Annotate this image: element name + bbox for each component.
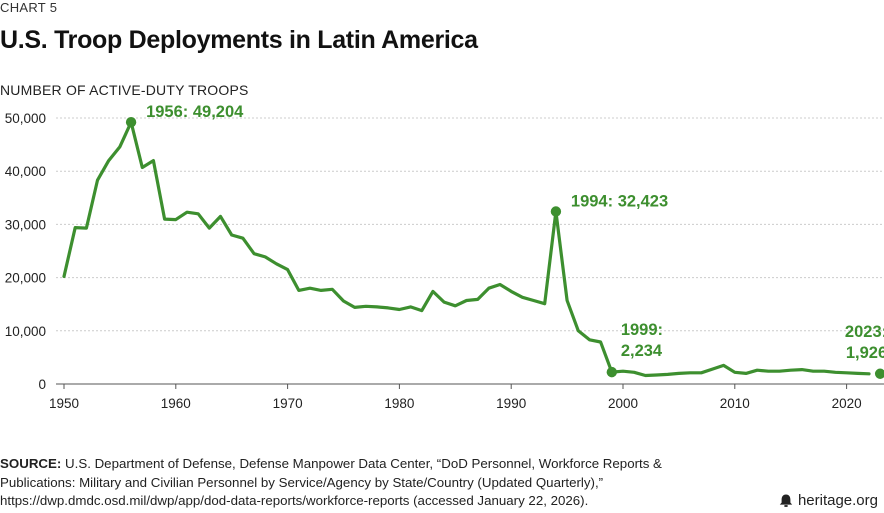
brand-text: heritage.org	[797, 492, 878, 509]
chart-title: U.S. Troop Deployments in Latin America	[0, 26, 478, 54]
line-chart: 0 10,000 20,000 30,000 40,000 50,000 1950 1960…	[5, 103, 884, 411]
x-tick-label: 2000	[608, 396, 638, 411]
x-tick-label: 2010	[720, 396, 750, 411]
series-line-troops	[62, 120, 871, 378]
x-tick-labels: 1950 1960 1970 1980 1990 2000 2010 2020	[49, 384, 862, 411]
x-tick-label: 1970	[273, 396, 303, 411]
annotation-label-2023: 2023: 1,926	[845, 323, 884, 362]
source-text: U.S. Department of Defense, Defense Manp…	[0, 456, 662, 508]
annotation-point-1956	[125, 117, 137, 128]
annotation-text: 1956: 49,204	[146, 103, 244, 121]
annotation-text: 2023:	[845, 323, 884, 341]
annotation-point-2023	[874, 368, 884, 379]
y-tick-label: 50,000	[5, 111, 46, 126]
annotation-text: 1999:	[621, 321, 663, 339]
annotation-label-1999: 1999: 2,234	[621, 321, 663, 360]
y-axis-label: NUMBER OF ACTIVE-DUTY TROOPS	[0, 82, 249, 98]
annotation-text: 1,926	[846, 344, 884, 362]
x-tick-label: 2020	[832, 396, 862, 411]
source-note: SOURCE: U.S. Department of Defense, Defe…	[0, 455, 700, 511]
series-layer	[62, 120, 871, 378]
y-tick-label: 30,000	[5, 217, 46, 232]
y-tick-label: 0	[38, 377, 46, 392]
x-tick-label: 1960	[161, 396, 191, 411]
annotation-point-1994	[550, 206, 562, 217]
annotation-text: 1994: 32,423	[571, 193, 668, 211]
annotation-label-1994: 1994: 32,423	[571, 193, 668, 211]
x-tick-label: 1980	[384, 396, 414, 411]
grid-lines	[56, 117, 884, 385]
annotation-text: 2,234	[621, 342, 663, 360]
chart-number-label: CHART 5	[0, 0, 58, 15]
brand-logo: heritage.org	[779, 492, 878, 509]
y-tick-label: 10,000	[5, 324, 46, 339]
liberty-bell-icon	[779, 494, 793, 507]
annotation-point-1999	[606, 366, 618, 378]
annotation-label-1956: 1956: 49,204	[146, 103, 244, 121]
y-tick-label: 40,000	[5, 164, 46, 179]
y-tick-labels: 0 10,000 20,000 30,000 40,000 50,000	[5, 111, 46, 392]
source-label: SOURCE:	[0, 456, 62, 471]
x-tick-label: 1990	[496, 396, 526, 411]
y-tick-label: 20,000	[5, 271, 46, 286]
annotations: 1956: 49,204 1994: 32,423 1999: 2,234 2023: 1…	[125, 103, 884, 379]
x-tick-label: 1950	[49, 396, 79, 411]
